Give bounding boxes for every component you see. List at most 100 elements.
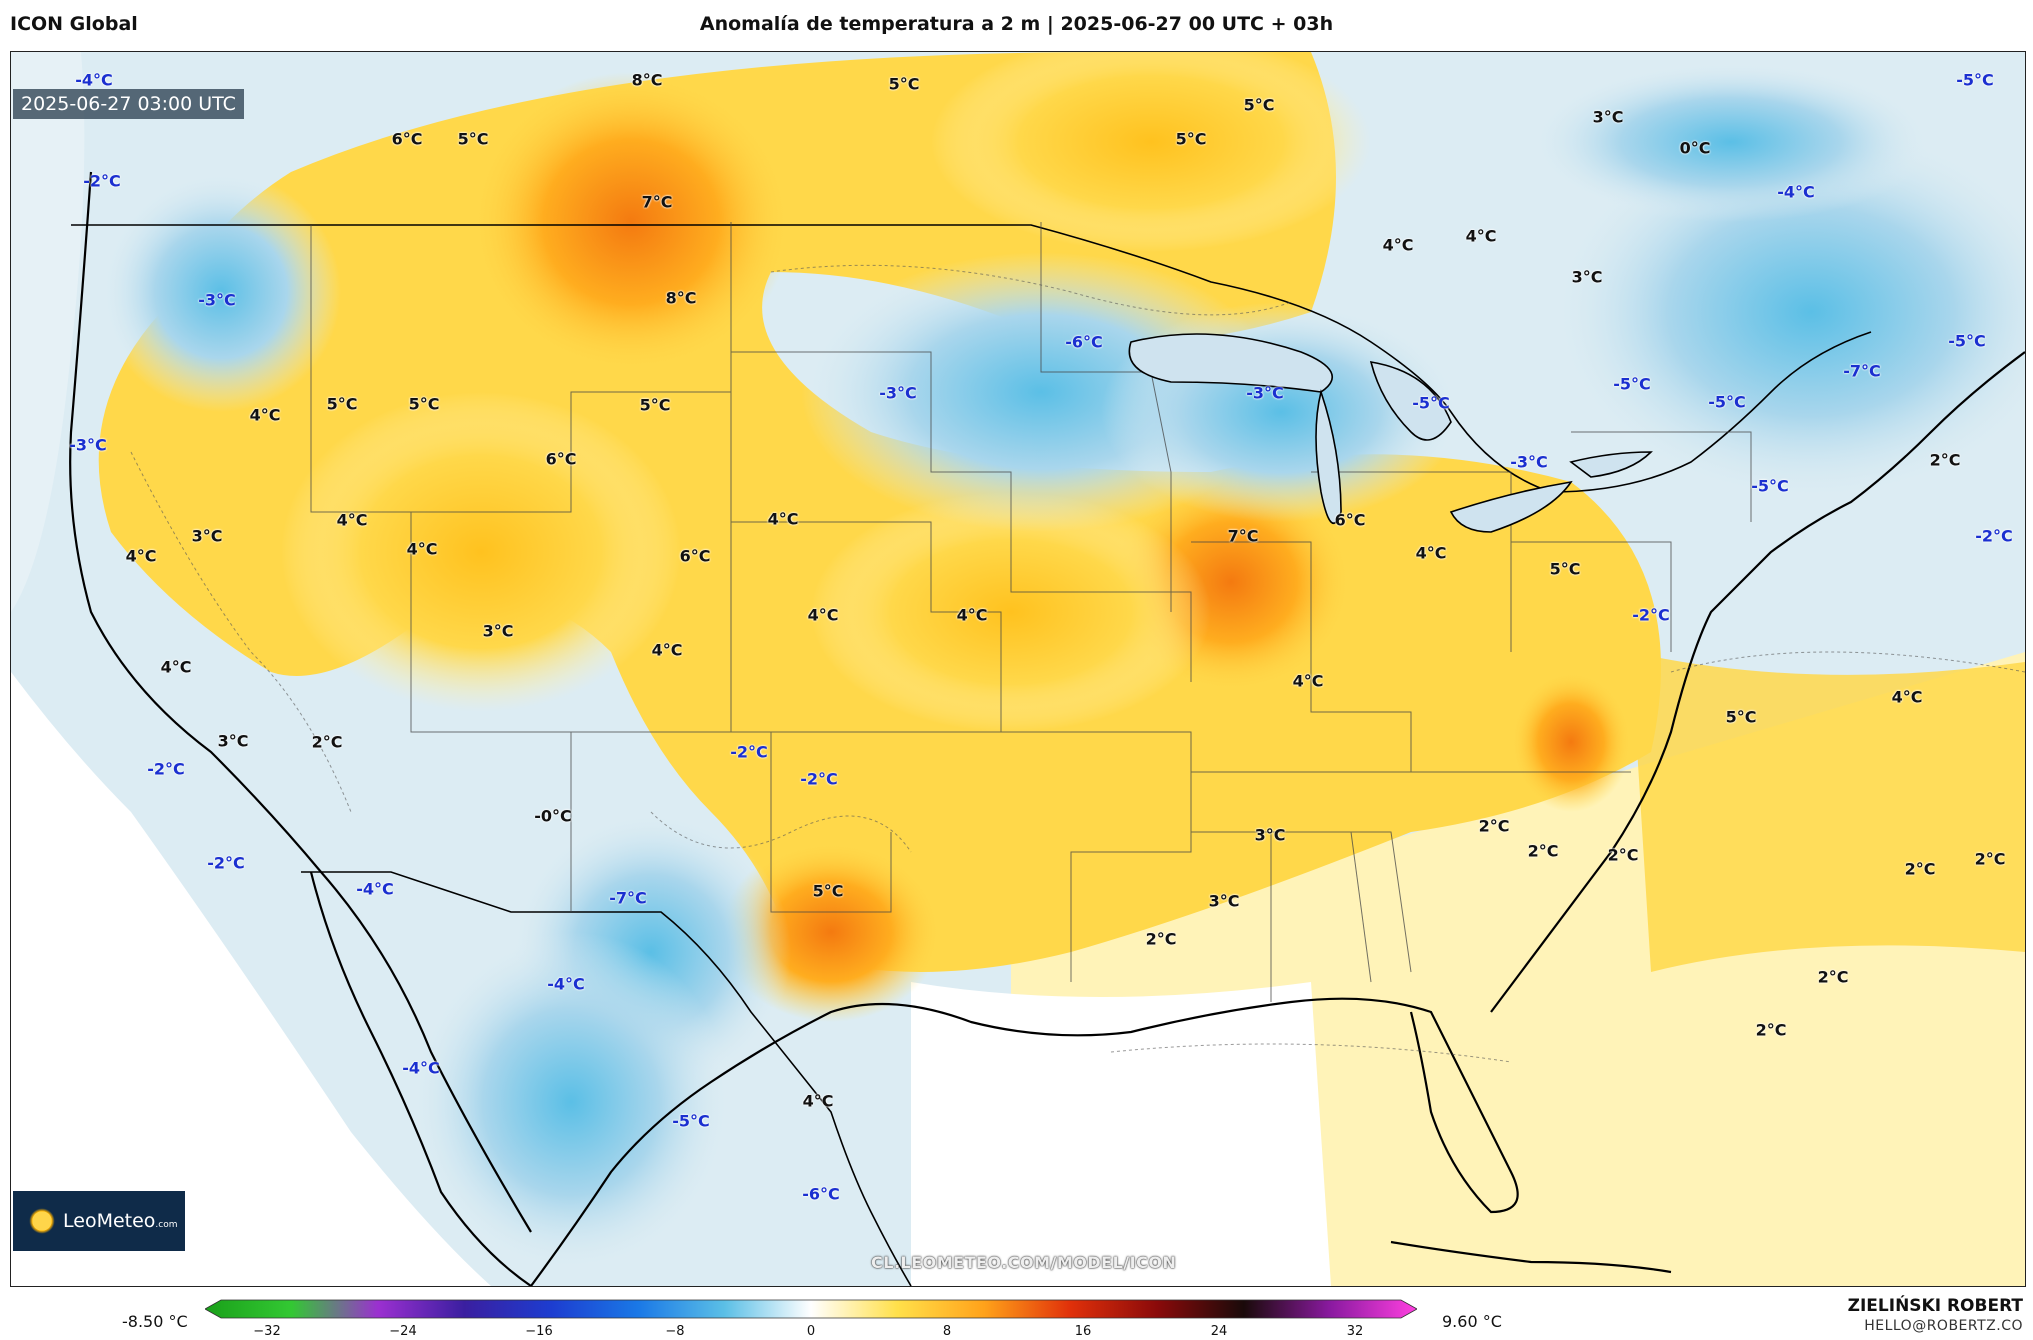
colorbar-tick-label: −24 — [389, 1324, 417, 1339]
anomaly-label: 4°C — [1891, 687, 1923, 707]
anomaly-label: 2°C — [1817, 967, 1849, 987]
anomaly-label: 2°C — [311, 732, 343, 752]
plains-warm-spot — [811, 492, 1211, 732]
anomaly-label: -2°C — [730, 742, 768, 762]
anomaly-label: 6°C — [679, 546, 711, 566]
anomaly-label: 6°C — [1334, 510, 1366, 530]
leometeo-logo[interactable]: LeoMeteo.com — [13, 1191, 185, 1251]
anomaly-label: -7°C — [609, 888, 647, 908]
anomaly-label: 5°C — [408, 394, 440, 414]
anomaly-label: 4°C — [125, 546, 157, 566]
anomaly-label: -3°C — [879, 383, 917, 403]
anomaly-label: 4°C — [802, 1091, 834, 1111]
anomaly-label: -3°C — [1246, 383, 1284, 403]
state-borders — [310, 222, 1752, 1002]
map-canvas — [11, 52, 2025, 1286]
anomaly-label: 5°C — [1175, 129, 1207, 149]
logo-suffix: .com — [155, 1220, 178, 1230]
anomaly-label: -5°C — [1412, 393, 1450, 413]
map-title: Anomalía de temperatura a 2 m | 2025-06-… — [699, 13, 1334, 35]
quebec-cold-spot — [1531, 62, 1931, 222]
colorbar-tick-label: −8 — [665, 1324, 685, 1339]
anomaly-label: 2°C — [1755, 1020, 1787, 1040]
colorbar-max-label: 9.60 °C — [1442, 1312, 1502, 1331]
anomaly-label: 0°C — [1679, 138, 1711, 158]
virginia-hot-spot — [1511, 672, 1631, 812]
pacific-neutral-field — [11, 672, 491, 1286]
anomaly-label: 5°C — [1725, 707, 1757, 727]
anomaly-label: -2°C — [207, 853, 245, 873]
anomaly-label: 4°C — [336, 510, 368, 530]
atlantic-warm-band — [1631, 652, 2025, 972]
anomaly-label: 3°C — [217, 731, 249, 751]
anomaly-label: 5°C — [457, 129, 489, 149]
logo-name: LeoMeteo — [63, 1210, 156, 1232]
colorbar-tick-label: 24 — [1210, 1324, 1228, 1339]
anomaly-label: 4°C — [1465, 226, 1497, 246]
montana-hot-spot — [471, 72, 791, 372]
anomaly-label: -2°C — [1632, 605, 1670, 625]
anomaly-label: 4°C — [1382, 235, 1414, 255]
anomaly-label: 5°C — [1243, 95, 1275, 115]
anomaly-label: -2°C — [800, 769, 838, 789]
anomaly-label: -6°C — [1065, 332, 1103, 352]
anomaly-label: 4°C — [767, 509, 799, 529]
anomaly-label: 2°C — [1607, 845, 1639, 865]
anomaly-label: 3°C — [1208, 891, 1240, 911]
anomaly-label: -3°C — [1510, 452, 1548, 472]
anomaly-label: -3°C — [69, 435, 107, 455]
anomaly-label: 2°C — [1478, 816, 1510, 836]
mexico-cold-spot — [411, 932, 731, 1272]
anomaly-label: 3°C — [1254, 825, 1286, 845]
anomaly-contours — [130, 264, 2025, 1063]
header: ICON Global Anomalía de temperatura a 2 … — [0, 0, 2033, 50]
anomaly-label: 7°C — [1227, 526, 1259, 546]
anomaly-label: -5°C — [1708, 392, 1746, 412]
temperature-anomaly-map: 2025-06-27 03:00 UTC -4°C 8°C 5°C 5°C 3°C -5°… — [10, 51, 2026, 1287]
anomaly-label: 7°C — [641, 192, 673, 212]
anomaly-label: 2°C — [1904, 859, 1936, 879]
sun-icon — [27, 1206, 57, 1236]
valid-time-box: 2025-06-27 03:00 UTC — [13, 89, 244, 119]
anomaly-label: -4°C — [75, 70, 113, 90]
anomaly-label: -2°C — [1975, 526, 2013, 546]
colorbar — [205, 1299, 1417, 1319]
colorbar-tick-label: 32 — [1346, 1324, 1364, 1339]
anomaly-label: 4°C — [956, 605, 988, 625]
colorbar-bar — [205, 1299, 1417, 1319]
author-email[interactable]: HELLO@ROBERTZ.CO — [1864, 1318, 2023, 1334]
anomaly-label: 5°C — [812, 881, 844, 901]
anomaly-label: 5°C — [326, 394, 358, 414]
colorbar-tick-label: 16 — [1074, 1324, 1092, 1339]
anomaly-label: -7°C — [1843, 361, 1881, 381]
anomaly-label: -4°C — [356, 879, 394, 899]
anomaly-label: 2°C — [1929, 450, 1961, 470]
anomaly-label: -5°C — [1948, 331, 1986, 351]
anomaly-label: 3°C — [482, 621, 514, 641]
anomaly-label: -4°C — [547, 974, 585, 994]
anomaly-label: 3°C — [191, 526, 223, 546]
anomaly-label: 3°C — [1592, 107, 1624, 127]
anomaly-label: 6°C — [545, 449, 577, 469]
anomaly-label: 2°C — [1974, 849, 2006, 869]
colorbar-tick-label: −16 — [525, 1324, 553, 1339]
anomaly-label: -3°C — [198, 290, 236, 310]
author-name: ZIELIŃSKI ROBERT — [1847, 1296, 2023, 1316]
anomaly-label: -4°C — [402, 1058, 440, 1078]
country-borders — [71, 224, 1872, 1286]
anomaly-label: 2°C — [1527, 841, 1559, 861]
anomaly-label: -5°C — [672, 1111, 710, 1131]
colorbar-tick-label: 0 — [806, 1324, 816, 1339]
colorbar-tick-label: −32 — [253, 1324, 281, 1339]
anomaly-label: 5°C — [1549, 559, 1581, 579]
anomaly-label: 6°C — [391, 129, 423, 149]
watermark-url: CL.LEOMETEO.COM/MODEL/ICON — [871, 1253, 1177, 1272]
anomaly-label: 5°C — [639, 395, 671, 415]
anomaly-label: 4°C — [651, 640, 683, 660]
anomaly-label: 4°C — [160, 657, 192, 677]
pacific-cold-strip — [11, 52, 85, 612]
anomaly-label: 4°C — [1292, 671, 1324, 691]
gulf-neutral-field — [911, 982, 1331, 1286]
anomaly-label: -5°C — [1956, 70, 1994, 90]
coastlines — [69, 171, 2025, 1286]
